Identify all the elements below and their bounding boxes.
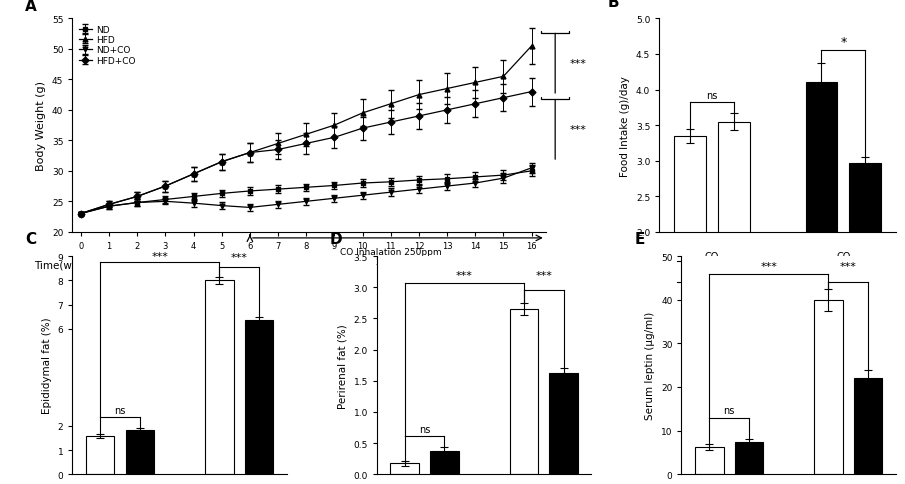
Y-axis label: Perirenal fat (%): Perirenal fat (%) (338, 323, 348, 408)
Text: B: B (607, 0, 619, 10)
Text: E: E (634, 231, 644, 246)
Bar (735, 442, 763, 474)
Bar (850, 164, 881, 374)
Text: Time(week): Time(week) (34, 260, 95, 270)
Y-axis label: Epididymal fat (%): Epididymal fat (%) (42, 317, 52, 414)
Text: ***: *** (760, 262, 777, 272)
Text: ND: ND (704, 271, 719, 281)
Bar (244, 321, 273, 474)
Text: ***: *** (456, 270, 472, 280)
Text: ***: *** (840, 262, 857, 272)
Text: CO Inhalation 250ppm
2h/day: CO Inhalation 250ppm 2h/day (340, 247, 442, 267)
Y-axis label: Body Weight (g): Body Weight (g) (36, 81, 46, 171)
Bar (674, 136, 706, 374)
Y-axis label: Serum leptin (μg/ml): Serum leptin (μg/ml) (645, 311, 655, 420)
Text: ***: *** (569, 59, 586, 69)
Text: CO: CO (836, 252, 851, 261)
Text: ***: *** (569, 125, 586, 135)
Bar (390, 463, 419, 474)
Text: ns: ns (723, 406, 735, 415)
Text: ***: *** (231, 252, 248, 262)
Bar (205, 281, 233, 474)
Text: HFD: HFD (833, 271, 853, 281)
Text: A: A (25, 0, 37, 14)
Text: ***: *** (151, 251, 168, 261)
Bar (853, 378, 882, 474)
Text: D: D (329, 231, 342, 246)
Bar (126, 430, 154, 474)
Text: ***: *** (536, 270, 552, 280)
Bar (510, 309, 538, 474)
Text: C: C (25, 231, 36, 246)
Bar (718, 122, 749, 374)
Text: ns: ns (706, 91, 718, 101)
Bar (86, 436, 115, 474)
Bar (814, 300, 843, 474)
Text: ns: ns (419, 424, 430, 435)
Y-axis label: Food Intake (g)/day: Food Intake (g)/day (620, 76, 631, 176)
Text: *: * (840, 36, 846, 49)
Bar (549, 374, 578, 474)
Legend: ND, HFD, ND+CO, HFD+CO: ND, HFD, ND+CO, HFD+CO (77, 24, 138, 67)
Bar (805, 83, 837, 374)
Text: ns: ns (114, 405, 126, 415)
Bar (695, 447, 724, 474)
Bar (430, 451, 459, 474)
Text: CO: CO (705, 252, 719, 261)
